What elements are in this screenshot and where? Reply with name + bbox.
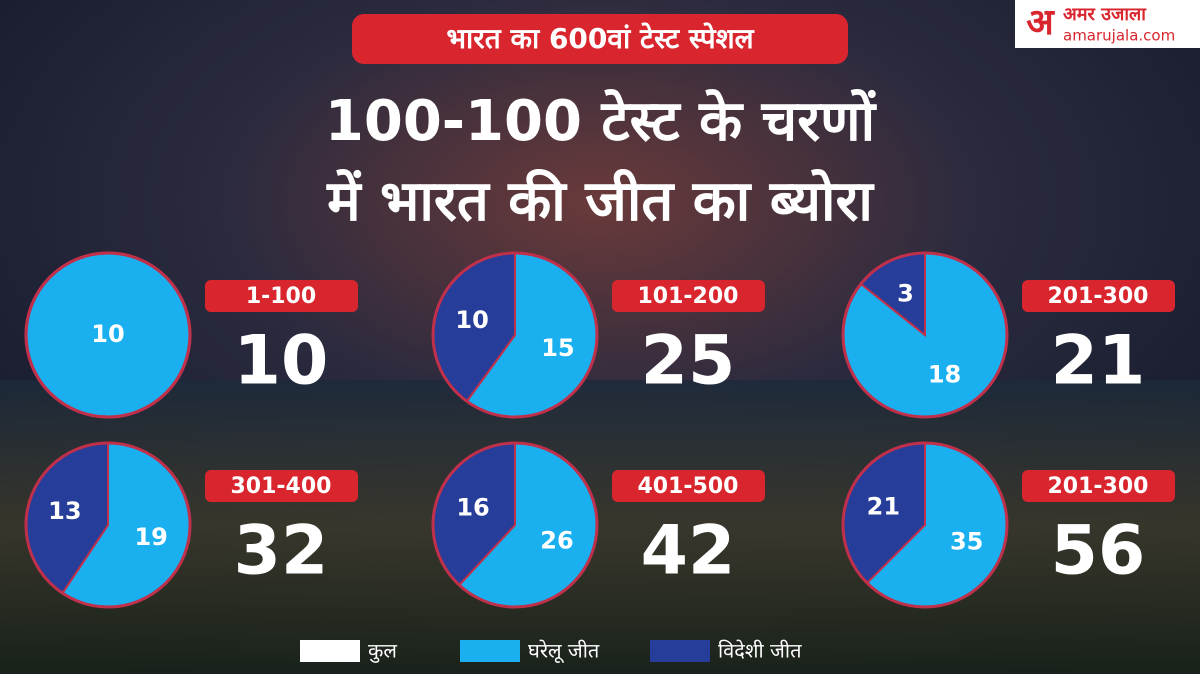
range-box — [205, 280, 358, 312]
total-label: 32 — [234, 512, 329, 591]
logo-box — [1015, 0, 1200, 48]
pie-border — [24, 251, 192, 419]
legend-label: घरेलू जीत — [528, 639, 600, 664]
slice-label: 10 — [455, 306, 488, 334]
slice-label: 35 — [950, 527, 983, 555]
legend-swatch — [460, 640, 520, 662]
total-label: 10 — [234, 322, 329, 401]
slice-label: 15 — [541, 334, 574, 362]
legend-label: कुल — [368, 639, 397, 664]
pie-border — [841, 251, 1009, 419]
range-label: 1-100 — [246, 284, 316, 309]
slice-label: 3 — [897, 279, 914, 307]
slice-label: 16 — [456, 494, 489, 522]
range-label: 201-300 — [1048, 284, 1149, 309]
banner: भारत का 600वां टेस्ट स्पेशल — [446, 22, 754, 55]
range-box — [612, 470, 765, 502]
legend-label: विदेशी जीत — [718, 639, 802, 663]
slice-label: 19 — [134, 523, 167, 551]
pie-border — [24, 441, 192, 609]
title-line: में भारत की जीत का ब्योरा — [326, 168, 875, 234]
total-label: 21 — [1051, 322, 1146, 401]
range-box — [205, 470, 358, 502]
title-line: 100-100 टेस्ट के चरणों — [325, 88, 878, 154]
logo-name: अमर उजाला — [1063, 4, 1147, 25]
slice-label: 21 — [867, 493, 900, 521]
range-label: 301-400 — [231, 474, 332, 499]
legend-swatch — [650, 640, 710, 662]
range-label: 401-500 — [638, 474, 739, 499]
slice-label: 18 — [928, 361, 961, 389]
pie-border — [841, 441, 1009, 609]
banner-box — [352, 14, 848, 64]
total-label: 56 — [1051, 512, 1146, 591]
slice-label: 10 — [91, 320, 124, 348]
range-box — [612, 280, 765, 312]
range-label: 201-300 — [1048, 474, 1149, 499]
legend-swatch — [300, 640, 360, 662]
logo-mark: अ — [1026, 2, 1055, 43]
pie-border — [431, 441, 599, 609]
slice-label: 13 — [48, 497, 81, 525]
pie-border — [431, 251, 599, 419]
range-box — [1022, 280, 1175, 312]
range-label: 101-200 — [638, 284, 739, 309]
total-label: 42 — [641, 512, 736, 591]
range-box — [1022, 470, 1175, 502]
total-label: 25 — [641, 322, 736, 401]
slice-label: 26 — [540, 526, 573, 554]
logo-site: amarujala.com — [1063, 27, 1175, 45]
